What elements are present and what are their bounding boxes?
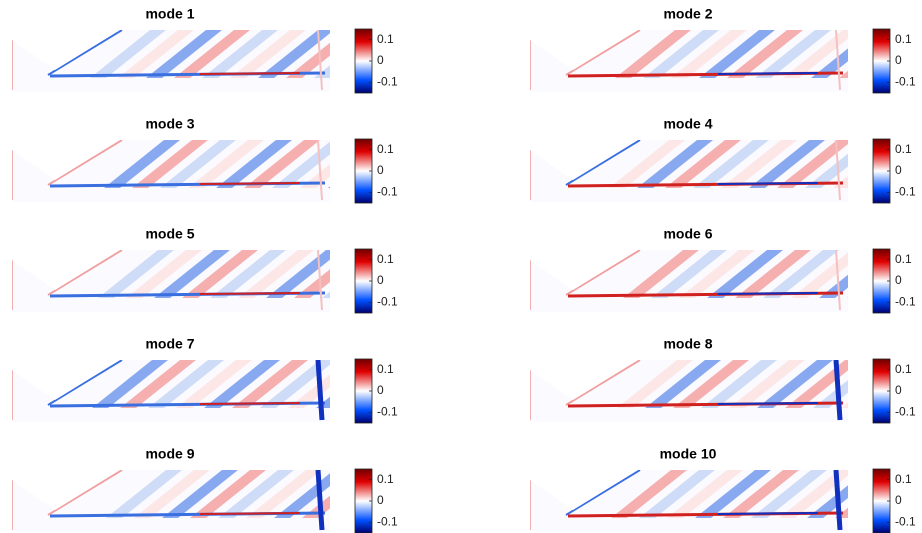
colorbar-tick-label: 0: [377, 273, 384, 287]
panel: mode 3 0.1 0 -0.1: [12, 116, 404, 204]
colorbar-tick-label: -0.1: [895, 295, 916, 309]
colorbar-tick-label: 0: [895, 53, 902, 67]
panel: mode 6 0.1 0 -0.1: [530, 226, 922, 314]
field-edge: [718, 403, 818, 404]
field-background: [12, 138, 332, 204]
field-image: [530, 358, 917, 424]
colorbar-tick-label: 0: [377, 53, 384, 67]
panel-title: mode 8: [663, 336, 712, 352]
field-image: [12, 138, 404, 204]
field-edge: [200, 73, 300, 74]
colorbar-tick-label: 0.1: [895, 362, 912, 376]
colorbar-tick-label: -0.1: [895, 75, 916, 89]
colorbar-tick-label: -0.1: [895, 185, 916, 199]
colorbar-tick-label: 0.1: [895, 142, 912, 156]
panel-title: mode 10: [660, 446, 717, 462]
panel-title: mode 4: [663, 116, 712, 132]
panel-title: mode 2: [663, 6, 712, 22]
colorbar-tick-label: 0.1: [895, 472, 912, 486]
colorbar-tick-label: 0: [895, 493, 902, 507]
colorbar-tick-label: 0: [895, 273, 902, 287]
colorbar-tick-label: -0.1: [377, 405, 398, 419]
field-image: [12, 248, 398, 314]
field-image: [530, 28, 915, 94]
panel-title: mode 7: [145, 336, 194, 352]
figure: mode 1 0.1 0 -0.1 mode 2 0.1 0 -0.1 mode 3 0.1 0 -0…: [0, 0, 922, 533]
field-image: [530, 248, 922, 314]
field-background: [530, 28, 850, 94]
panel: mode 2 0.1 0 -0.1: [530, 6, 916, 94]
field-image: [12, 28, 390, 94]
field-image: [12, 468, 406, 533]
field-background: [12, 248, 332, 314]
colorbar-tick-label: -0.1: [377, 75, 398, 89]
field-image: [530, 138, 909, 204]
panel-title: mode 6: [663, 226, 712, 242]
colorbar-tick-label: 0: [895, 383, 902, 397]
panel: mode 9 0.1 0 -0.1: [12, 446, 406, 533]
panel: mode 5 0.1 0 -0.1: [12, 226, 398, 314]
field-image: [530, 468, 911, 533]
colorbar-tick-label: -0.1: [895, 405, 916, 419]
colorbar-tick-label: -0.1: [895, 515, 916, 529]
colorbar-tick-label: 0: [377, 163, 384, 177]
panel: mode 1 0.1 0 -0.1: [12, 6, 398, 94]
panel: mode 10 0.1 0 -0.1: [530, 446, 916, 533]
colorbar-tick-label: 0: [895, 163, 902, 177]
colorbar-tick-label: 0.1: [377, 252, 394, 266]
colorbar-tick-label: 0: [377, 383, 384, 397]
colorbar-tick-label: 0.1: [377, 142, 394, 156]
field-edge: [200, 183, 300, 184]
panel-title: mode 5: [145, 226, 194, 242]
panel: mode 8 0.1 0 -0.1: [530, 336, 917, 424]
field-edge: [718, 293, 818, 294]
colorbar-tick-label: 0.1: [377, 362, 394, 376]
field-edge: [718, 73, 818, 74]
field-background: [530, 248, 850, 314]
panel: mode 4 0.1 0 -0.1: [530, 116, 916, 204]
field-edge: [200, 403, 300, 404]
colorbar-tick-label: -0.1: [377, 515, 398, 529]
field-edge: [200, 513, 300, 514]
colorbar-tick-label: 0.1: [895, 252, 912, 266]
field-background: [530, 358, 850, 424]
colorbar-tick-label: -0.1: [377, 185, 398, 199]
field-edge: [718, 513, 818, 514]
colorbar-tick-label: 0.1: [377, 32, 394, 46]
panel-title: mode 9: [145, 446, 194, 462]
panel-title: mode 1: [145, 6, 194, 22]
colorbar-tick-label: -0.1: [377, 295, 398, 309]
field-edge: [718, 183, 818, 184]
colorbar-tick-label: 0: [377, 493, 384, 507]
colorbar-tick-label: 0.1: [895, 32, 912, 46]
field-edge: [200, 293, 300, 294]
panel-title: mode 3: [145, 116, 194, 132]
panel: mode 7 0.1 0 -0.1: [12, 336, 398, 424]
colorbar-tick-label: 0.1: [377, 472, 394, 486]
field-image: [12, 358, 392, 424]
